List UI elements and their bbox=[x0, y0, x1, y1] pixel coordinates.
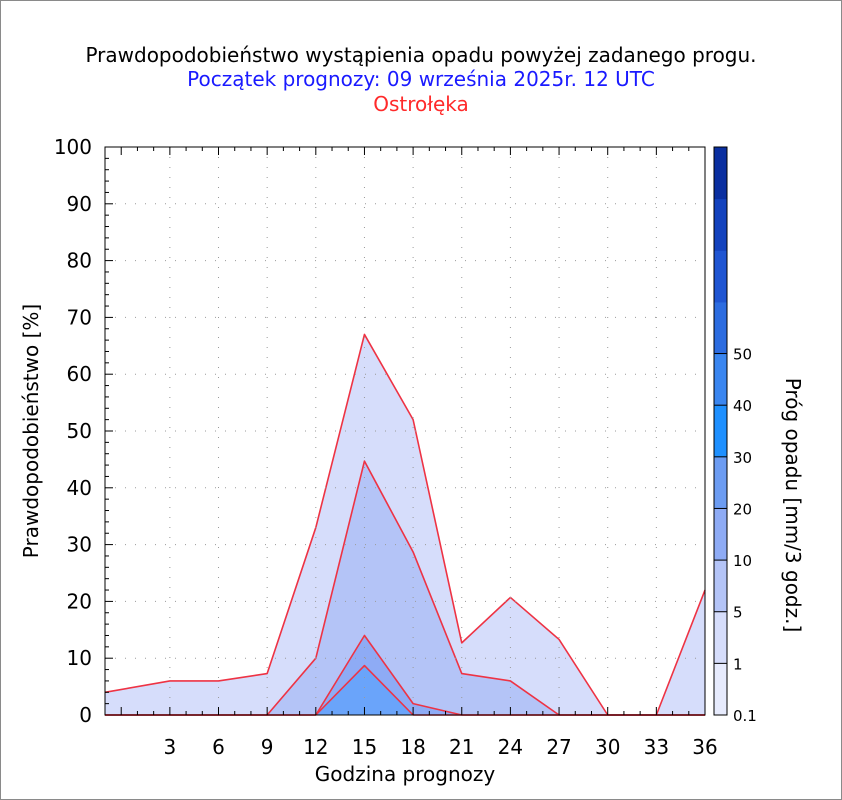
colorbar-segment bbox=[714, 405, 727, 458]
colorbar bbox=[713, 146, 728, 716]
x-axis-label: Godzina prognozy bbox=[315, 762, 496, 786]
colorbar-segment bbox=[714, 301, 727, 355]
colorbar-tick-label: 30 bbox=[733, 449, 752, 467]
axis-ticks bbox=[105, 146, 706, 716]
y-tick-label: 10 bbox=[67, 646, 92, 670]
y-tick-label: 20 bbox=[67, 589, 92, 613]
plot-frame bbox=[104, 146, 706, 716]
y-tick-label: 90 bbox=[67, 192, 92, 216]
colorbar-segment bbox=[714, 250, 727, 303]
y-tick-label: 0 bbox=[79, 703, 92, 727]
y-tick-label: 40 bbox=[67, 476, 92, 500]
x-tick-label: 33 bbox=[644, 735, 669, 759]
colorbar-tick-label: 5 bbox=[733, 604, 743, 622]
x-tick-label: 36 bbox=[692, 735, 717, 759]
x-tick-label: 6 bbox=[212, 735, 225, 759]
colorbar-segment bbox=[714, 198, 727, 251]
forecast-start-subtitle: Początek prognozy: 09 września 2025r. 12… bbox=[187, 67, 655, 91]
x-tick-label: 21 bbox=[449, 735, 474, 759]
y-tick-label: 30 bbox=[67, 533, 92, 557]
y-tick-label: 100 bbox=[54, 135, 92, 159]
colorbar-segment bbox=[714, 353, 727, 406]
colorbar-tick-label: 40 bbox=[733, 397, 752, 415]
grid-lines bbox=[105, 147, 706, 715]
x-tick-label: 24 bbox=[498, 735, 523, 759]
y-axis-label: Prawdopodobieństwo [%] bbox=[19, 304, 43, 558]
x-tick-label: 27 bbox=[546, 735, 571, 759]
chart-title: Prawdopodobieństwo wystąpienia opadu pow… bbox=[85, 43, 757, 67]
y-tick-labels: 0 10 20 30 40 50 60 70 80 90 100 bbox=[54, 135, 92, 727]
x-tick-labels: 3 6 9 12 15 18 21 24 27 30 33 36 bbox=[163, 735, 717, 759]
y-tick-label: 60 bbox=[67, 362, 92, 386]
colorbar-tick-label: 50 bbox=[733, 346, 752, 364]
x-tick-label: 3 bbox=[163, 735, 176, 759]
x-tick-label: 30 bbox=[595, 735, 620, 759]
x-tick-label: 12 bbox=[303, 735, 328, 759]
colorbar-segment bbox=[714, 611, 727, 664]
area-series-1 bbox=[105, 461, 705, 715]
colorbar-tick-label: 20 bbox=[733, 500, 752, 518]
colorbar-segment bbox=[714, 663, 727, 716]
y-tick-label: 70 bbox=[67, 305, 92, 329]
area-series-5 bbox=[105, 635, 705, 715]
x-tick-label: 15 bbox=[352, 735, 377, 759]
x-tick-label: 9 bbox=[261, 735, 274, 759]
colorbar-segment bbox=[714, 147, 727, 200]
colorbar-segment bbox=[714, 508, 727, 561]
colorbar-tick-label: 1 bbox=[733, 655, 743, 673]
x-tick-label: 18 bbox=[400, 735, 425, 759]
y-tick-label: 50 bbox=[67, 419, 92, 443]
colorbar-label: Próg opadu [mm/3 godz.] bbox=[781, 378, 805, 633]
colorbar-segment bbox=[714, 456, 727, 509]
colorbar-tick-label: 10 bbox=[733, 552, 752, 570]
colorbar-tick-labels: 0.1 1 5 10 20 30 40 50 bbox=[733, 346, 757, 725]
colorbar-tick-label: 0.1 bbox=[733, 707, 757, 725]
area-series-0.1 bbox=[105, 334, 705, 715]
y-tick-label: 80 bbox=[67, 249, 92, 273]
colorbar-segment bbox=[714, 560, 727, 613]
location-label: Ostrołęka bbox=[373, 92, 469, 116]
